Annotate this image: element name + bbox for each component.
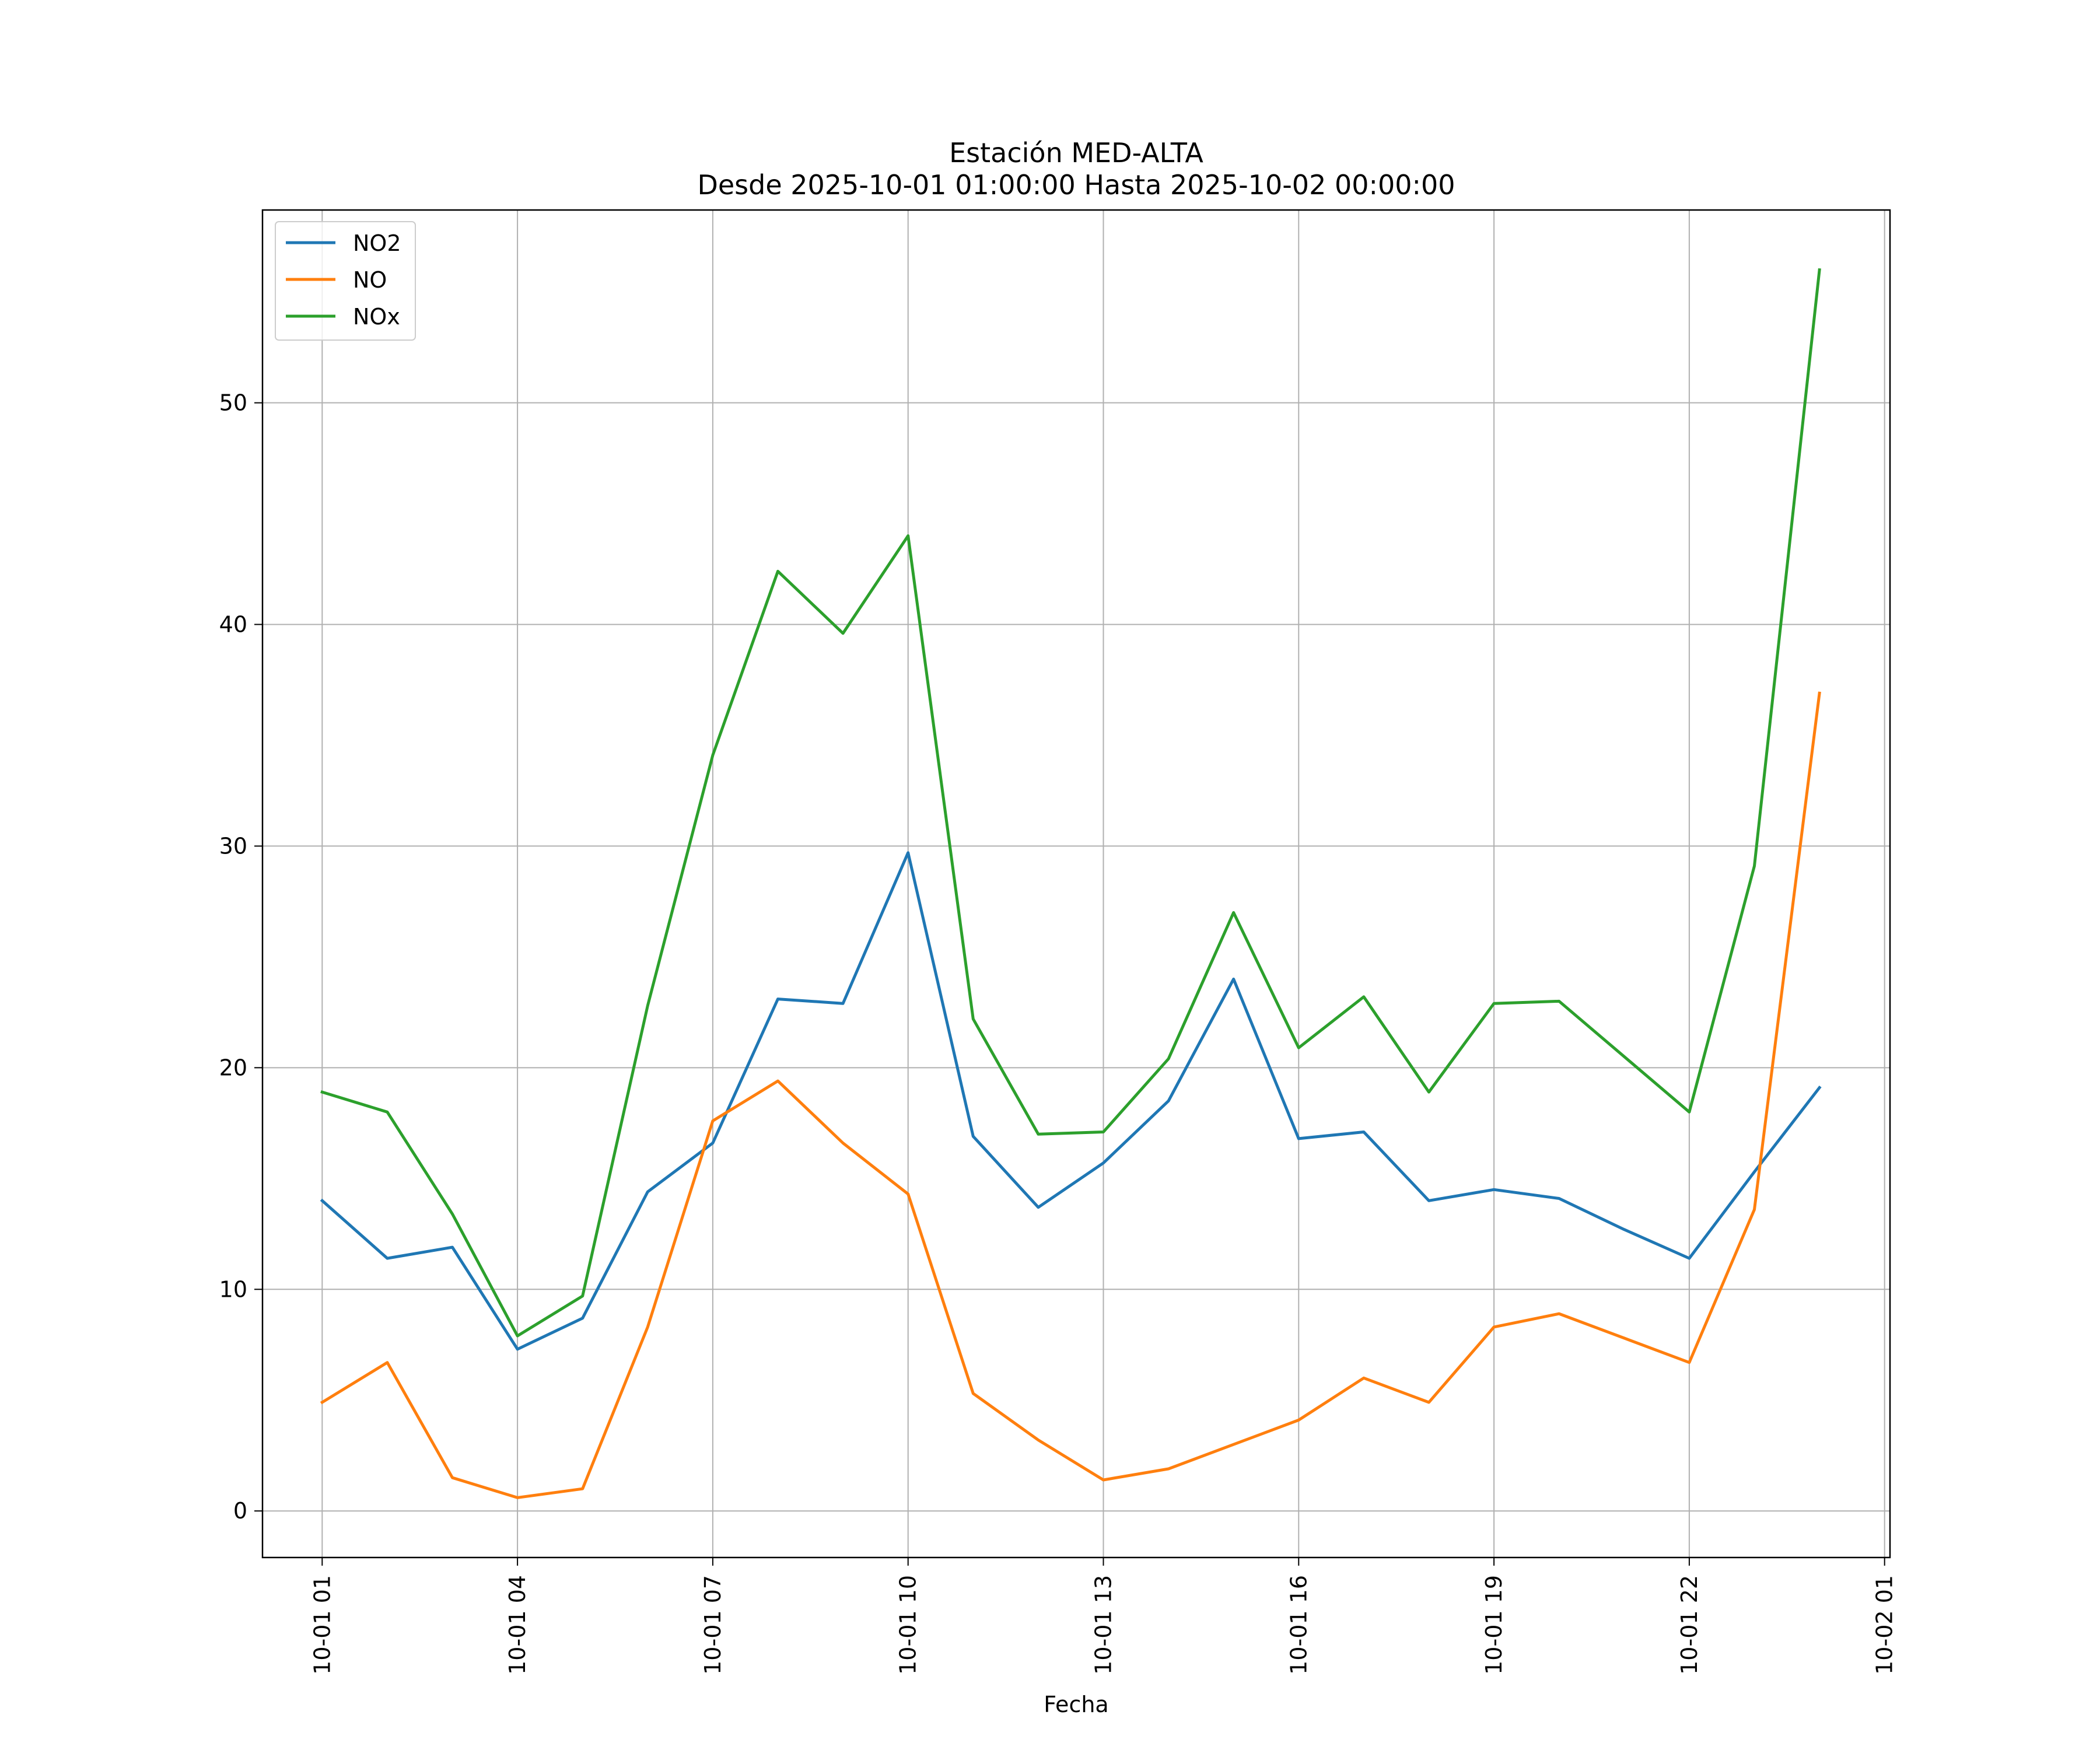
grid bbox=[262, 210, 1890, 1558]
chart-title: Estación MED-ALTA bbox=[949, 137, 1203, 169]
x-tick-label: 10-01 13 bbox=[1091, 1575, 1116, 1675]
legend-label-no: NO bbox=[353, 267, 387, 293]
chart-subtitle: Desde 2025-10-01 01:00:00 Hasta 2025-10-… bbox=[697, 169, 1455, 201]
x-tick-label: 10-01 22 bbox=[1676, 1575, 1702, 1675]
x-tick-label: 10-01 04 bbox=[505, 1575, 530, 1675]
y-tick-label: 30 bbox=[219, 833, 247, 859]
x-tick-label: 10-01 19 bbox=[1481, 1575, 1507, 1675]
series-line-no2 bbox=[320, 851, 1822, 1351]
x-axis-ticks: 10-01 01 10-01 04 10-01 07 10-01 10 10-01 13… bbox=[309, 1558, 1898, 1675]
series-line-no bbox=[320, 691, 1821, 1499]
x-tick-label: 10-01 16 bbox=[1286, 1575, 1311, 1675]
x-tick-label: 10-01 10 bbox=[895, 1575, 921, 1675]
plot-area-frame bbox=[261, 209, 1891, 1559]
y-tick-label: 20 bbox=[219, 1055, 247, 1080]
series-lines bbox=[320, 268, 1822, 1499]
x-axis-label: Fecha bbox=[1044, 1692, 1108, 1717]
x-tick-label: 10-02 01 bbox=[1872, 1575, 1898, 1675]
legend: NO2 NO NOx bbox=[275, 221, 416, 341]
y-tick-label: 10 bbox=[219, 1276, 247, 1302]
y-tick-label: 50 bbox=[219, 390, 247, 416]
legend-label-no2: NO2 bbox=[353, 230, 401, 256]
legend-frame bbox=[275, 221, 416, 341]
y-tick-label: 0 bbox=[233, 1498, 247, 1524]
y-tick-label: 40 bbox=[219, 611, 247, 637]
x-tick-label: 10-01 07 bbox=[700, 1575, 726, 1675]
series-line-nox bbox=[320, 268, 1821, 1338]
y-axis-ticks: 0 10 20 30 40 50 bbox=[219, 390, 262, 1524]
legend-label-nox: NOx bbox=[353, 304, 400, 330]
x-tick-label: 10-01 01 bbox=[309, 1575, 335, 1675]
